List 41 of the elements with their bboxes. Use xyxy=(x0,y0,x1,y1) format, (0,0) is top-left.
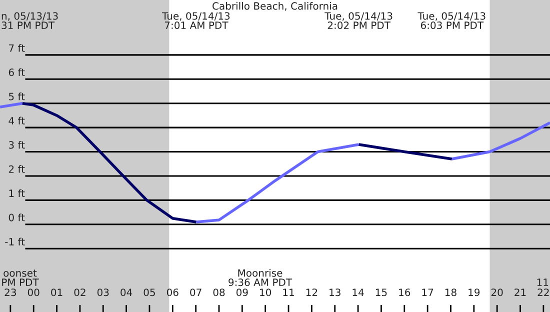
x-tick-label: 10 xyxy=(260,288,272,296)
x-tick-label: 20 xyxy=(491,288,503,296)
x-tick-label: 05 xyxy=(144,288,155,296)
x-tick-label: 08 xyxy=(213,288,225,296)
chart-title: Cabrillo Beach, California xyxy=(212,2,338,11)
annotation: Tue, 05/14/13 6:03 PM PDT xyxy=(418,12,486,30)
y-tick-label: 7 ft xyxy=(9,44,25,52)
x-tick-label: 13 xyxy=(330,288,340,296)
x-tick-label: 15 xyxy=(376,288,387,296)
y-tick-label: -1 ft xyxy=(5,238,25,246)
x-tick-label: 11 xyxy=(283,288,294,296)
x-tick-label: 22 xyxy=(538,288,549,296)
x-tick-label: 12 xyxy=(306,288,318,296)
y-tick-label: 2 ft xyxy=(8,165,25,173)
x-tick-label: 17 xyxy=(422,288,434,296)
y-tick-label: 6 ft xyxy=(8,68,25,76)
x-tick-label: 00 xyxy=(28,288,40,296)
x-tick-label: 07 xyxy=(190,288,202,296)
y-tick-label: 5 ft xyxy=(8,92,25,100)
x-tick-label: 02 xyxy=(74,288,86,296)
annotation: oonset PM PDT xyxy=(2,270,39,286)
y-tick-label: 4 ft xyxy=(8,116,25,124)
x-tick-label: 19 xyxy=(468,288,480,296)
y-tick-label: 3 ft xyxy=(8,140,25,149)
y-tick-label: 0 ft xyxy=(8,214,25,222)
annotation: Moonrise 9:36 AM PDT xyxy=(228,269,292,286)
x-tick-label: 23 xyxy=(4,288,16,296)
x-tick-label: 16 xyxy=(399,288,410,296)
x-tick-label: 03 xyxy=(97,288,109,296)
x-tick-label: 14 xyxy=(352,288,364,296)
x-tick-label: 06 xyxy=(166,288,178,296)
x-tick-label: 01 xyxy=(51,288,62,296)
annotation: 11 xyxy=(537,278,548,286)
x-tick-label: 18 xyxy=(445,288,456,296)
x-tick-label: 09 xyxy=(236,288,248,296)
y-tick-label: 1 ft xyxy=(9,189,25,197)
annotation: Tue, 05/14/13 2:02 PM PDT xyxy=(324,12,392,30)
x-tick-label: 21 xyxy=(514,288,526,296)
annotation: Tue, 05/14/13 7:01 AM PDT xyxy=(162,12,230,30)
annotation: n, 05/13/13 31 PM PDT xyxy=(2,12,58,30)
x-tick-label: 04 xyxy=(120,288,132,296)
